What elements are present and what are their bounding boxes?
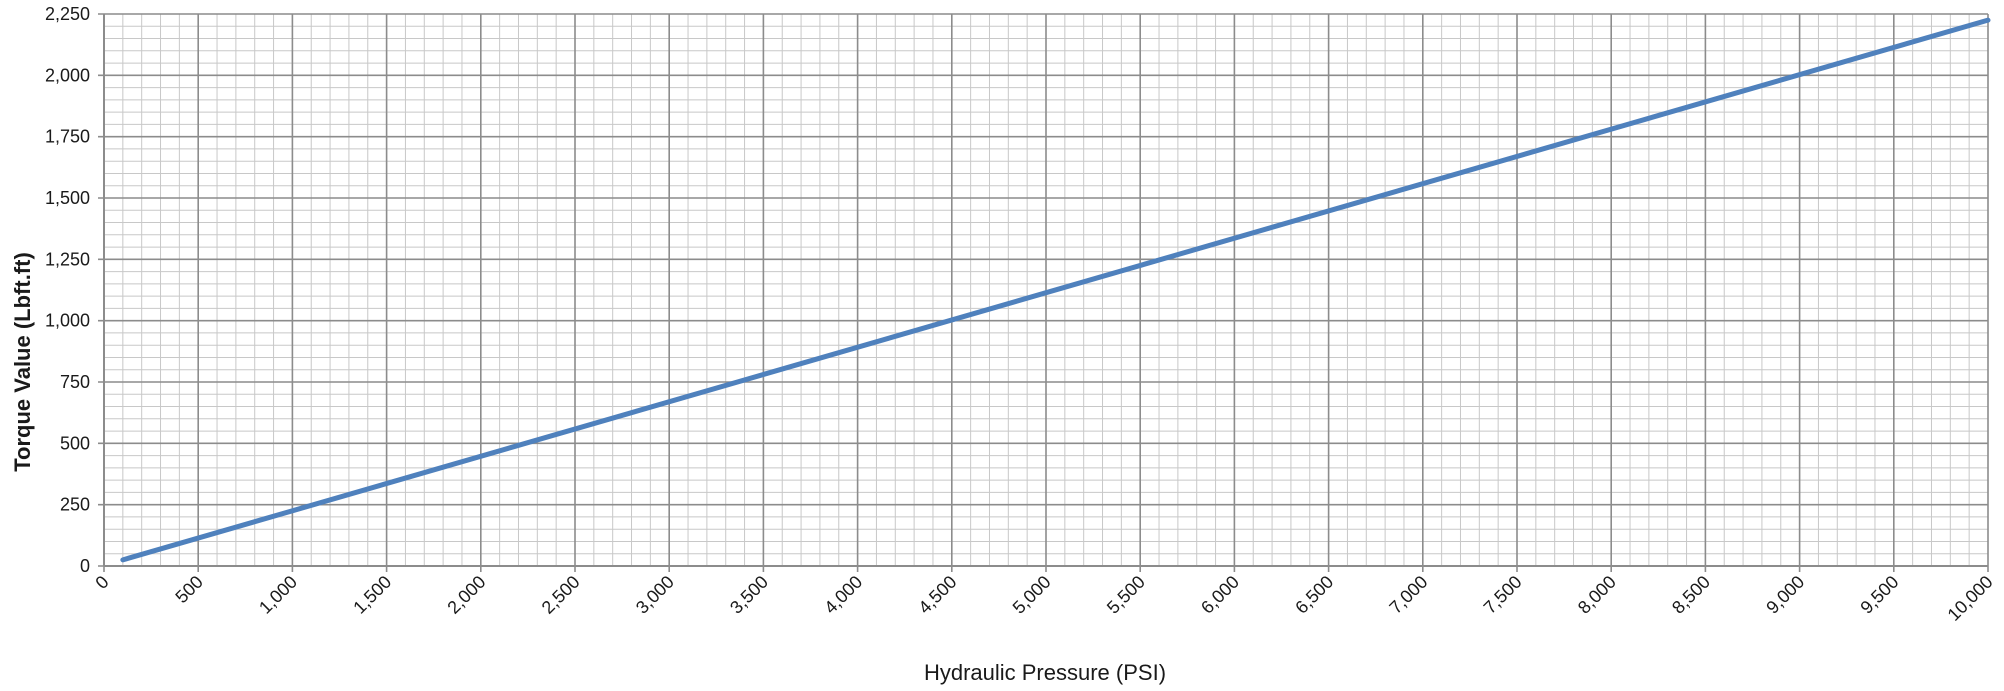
x-tick-label: 7,500 [1480,572,1526,618]
x-tick-label: 3,500 [726,572,772,618]
x-tick-label: 0 [91,572,112,593]
y-tick-label: 2,250 [45,4,90,24]
x-tick-label: 2,500 [538,572,584,618]
x-tick-label: 8,500 [1668,572,1714,618]
x-tick-label: 5,000 [1009,572,1055,618]
y-tick-label: 500 [60,433,90,453]
x-tick-label: 6,000 [1197,572,1243,618]
y-tick-label: 1,750 [45,127,90,147]
y-tick-label: 2,000 [45,65,90,85]
x-tick-label: 500 [172,572,207,607]
axes [103,14,1988,567]
x-tick-label: 7,000 [1386,572,1432,618]
y-tick-label: 1,000 [45,311,90,331]
y-tick-label: 0 [80,556,90,576]
x-axis-title: Hydraulic Pressure (PSI) [924,660,1166,685]
series-group [120,17,1991,563]
y-tick-label: 750 [60,372,90,392]
y-tick-label: 1,500 [45,188,90,208]
x-tick-label: 9,000 [1762,572,1808,618]
x-tick-label: 6,500 [1291,572,1337,618]
x-tick-label: 5,500 [1103,572,1149,618]
x-tick-label: 1,500 [349,572,395,618]
x-tick-label: 3,000 [632,572,678,618]
y-tick-label: 250 [60,495,90,515]
x-tick-label: 9,500 [1857,572,1903,618]
x-axis-tick-labels: 0 500 1,000 1,500 2,000 2,500 3,000 3,500 4,000 4… [91,572,1996,625]
x-tick-label: 2,000 [444,572,490,618]
y-tick-label: 1,250 [45,249,90,269]
x-tick-label: 1,000 [255,572,301,618]
x-tick-label: 10,000 [1944,572,1997,625]
y-axis-tick-labels: 0 250 500 750 1,000 1,250 1,500 1,750 2,000 2,250 [45,4,90,576]
x-tick-label: 4,500 [915,572,961,618]
series-line [120,17,1991,563]
y-axis-title: Torque Value (Lbft.ft) [10,252,35,472]
x-tick-label: 8,000 [1574,572,1620,618]
x-tick-label: 4,000 [820,572,866,618]
